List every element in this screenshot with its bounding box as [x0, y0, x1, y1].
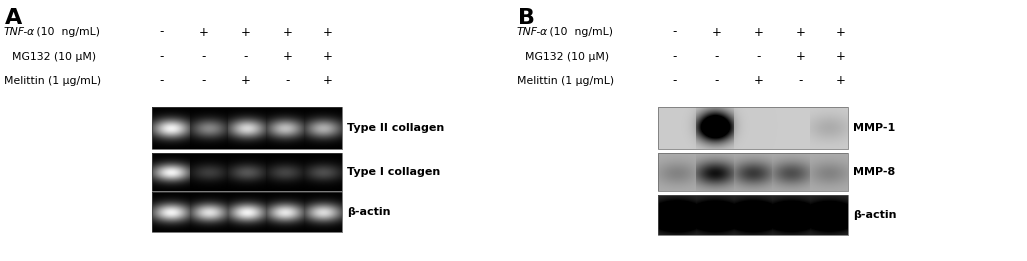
Bar	[658, 153, 848, 191]
Text: MMP-8: MMP-8	[853, 167, 896, 177]
Text: α: α	[27, 27, 34, 37]
Text: +: +	[324, 74, 333, 87]
Text: +: +	[324, 26, 333, 39]
Text: TNF-: TNF-	[4, 27, 29, 37]
Text: +: +	[324, 50, 333, 63]
Text: -: -	[202, 74, 206, 87]
Bar	[152, 107, 342, 149]
Text: (10  ng/mL): (10 ng/mL)	[546, 27, 613, 37]
Text: (10  ng/mL): (10 ng/mL)	[33, 27, 100, 37]
Text: -: -	[202, 50, 206, 63]
Text: -: -	[715, 50, 719, 63]
Text: -: -	[757, 50, 761, 63]
Text: -: -	[286, 74, 291, 87]
Text: -: -	[160, 74, 164, 87]
Text: -: -	[673, 26, 677, 39]
Text: TNF-: TNF-	[517, 27, 541, 37]
Text: MG132 (10 μM): MG132 (10 μM)	[12, 52, 97, 62]
Text: +: +	[241, 26, 251, 39]
Text: MG132 (10 μM): MG132 (10 μM)	[525, 52, 609, 62]
Text: +: +	[836, 50, 846, 63]
Text: -: -	[799, 74, 803, 87]
Text: -: -	[673, 74, 677, 87]
Text: +: +	[199, 26, 208, 39]
Text: +: +	[241, 74, 251, 87]
Text: Melittin (1 μg/mL): Melittin (1 μg/mL)	[517, 76, 614, 86]
Text: -: -	[243, 50, 249, 63]
Text: +: +	[754, 26, 764, 39]
Text: A: A	[5, 8, 23, 28]
Text: B: B	[518, 8, 535, 28]
Text: -: -	[715, 74, 719, 87]
Text: α: α	[540, 27, 547, 37]
Text: -: -	[160, 26, 164, 39]
Text: +: +	[836, 74, 846, 87]
Text: +: +	[754, 74, 764, 87]
Text: β-actin: β-actin	[853, 210, 897, 220]
Text: +: +	[712, 26, 722, 39]
Bar	[152, 153, 342, 191]
Text: +: +	[796, 50, 806, 63]
Text: +: +	[836, 26, 846, 39]
Text: -: -	[673, 50, 677, 63]
Bar	[658, 195, 848, 235]
Text: +: +	[283, 50, 293, 63]
Text: Type I collagen: Type I collagen	[347, 167, 441, 177]
Text: Type II collagen: Type II collagen	[347, 123, 445, 133]
Text: -: -	[160, 50, 164, 63]
Text: MMP-1: MMP-1	[853, 123, 896, 133]
Text: +: +	[283, 26, 293, 39]
Text: Melittin (1 μg/mL): Melittin (1 μg/mL)	[4, 76, 101, 86]
Text: β-actin: β-actin	[347, 207, 390, 217]
Text: +: +	[796, 26, 806, 39]
Bar	[658, 107, 848, 149]
Bar	[152, 192, 342, 232]
